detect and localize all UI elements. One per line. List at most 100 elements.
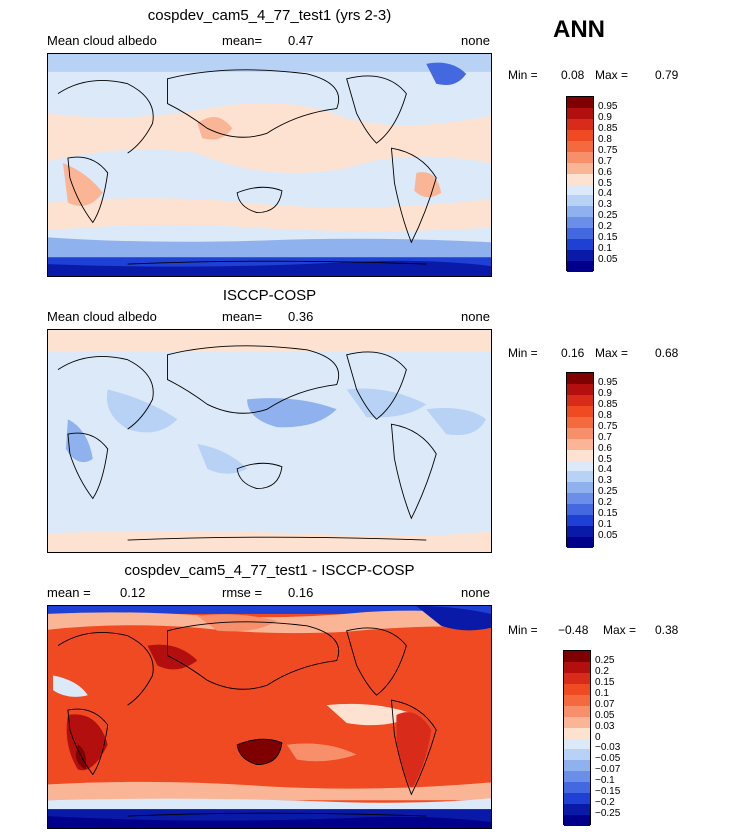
- colorbar-swatch: [564, 694, 590, 706]
- panel1-mean-value: 0.47: [288, 33, 314, 48]
- colorbar-swatch: [567, 537, 593, 548]
- colorbar-swatch: [567, 493, 593, 505]
- colorbar-tick-label: 0.4: [598, 464, 612, 476]
- colorbar-tick-label: 0.9: [598, 111, 612, 123]
- colorbar-swatch: [564, 738, 590, 750]
- colorbar-tick-label: 0.3: [598, 199, 612, 211]
- colorbar-tick-label: 0.2: [598, 497, 612, 509]
- panel2-mean-value: 0.36: [288, 309, 314, 324]
- panel3-rmse-label: rmse =: [222, 585, 263, 600]
- panel1-max-value: 0.79: [655, 68, 679, 82]
- colorbar-tick-label: 0.75: [598, 420, 618, 432]
- colorbar-swatch: [567, 129, 593, 141]
- colorbar-tick-label: 0.9: [598, 387, 612, 399]
- colorbar-tick-label: 0.15: [598, 508, 618, 520]
- panel2-map: [47, 329, 492, 553]
- colorbar-swatch: [567, 373, 593, 384]
- panel3-title: cospdev_cam5_4_77_test1 - ISCCP-COSP: [124, 562, 415, 579]
- colorbar-swatch: [567, 526, 593, 538]
- panel3-rmse-value: 0.16: [288, 585, 314, 600]
- season-label: ANN: [553, 16, 605, 43]
- colorbar-tick-label: −0.05: [595, 753, 621, 765]
- panel1-mean-label: mean=: [222, 33, 263, 48]
- colorbar-tick-label: 0.25: [595, 654, 615, 666]
- colorbar-tick-label: 0.25: [598, 486, 618, 498]
- panel2-mean-label: mean=: [222, 309, 263, 324]
- colorbar-tick-label: 0.07: [595, 698, 615, 710]
- colorbar-swatch: [564, 804, 590, 816]
- colorbar-swatch: [567, 162, 593, 174]
- colorbar-swatch: [567, 173, 593, 185]
- panel1-colorbar: [566, 96, 594, 272]
- colorbar-tick-label: 0.15: [595, 676, 615, 688]
- colorbar-tick-label: 0.1: [595, 687, 609, 699]
- colorbar-tick-label: 0.05: [595, 709, 615, 721]
- colorbar-swatch: [567, 97, 593, 108]
- colorbar-swatch: [567, 250, 593, 262]
- colorbar-swatch: [567, 239, 593, 251]
- colorbar-swatch: [567, 427, 593, 439]
- colorbar-swatch: [567, 394, 593, 406]
- colorbar-swatch: [564, 749, 590, 761]
- colorbar-tick-label: 0.5: [598, 453, 612, 465]
- panel2-colorbar: [566, 372, 594, 548]
- panel3-min-label: Min =: [508, 623, 538, 637]
- panel1-min-label: Min =: [508, 68, 538, 82]
- colorbar-swatch: [567, 515, 593, 527]
- colorbar-tick-label: 0.5: [598, 177, 612, 189]
- panel2-min-label: Min =: [508, 346, 538, 360]
- colorbar-tick-label: 0.75: [598, 144, 618, 156]
- colorbar-tick-label: 0.05: [598, 530, 618, 542]
- colorbar-swatch: [567, 217, 593, 229]
- colorbar-swatch: [567, 107, 593, 119]
- panel3-mean-label: mean =: [47, 585, 91, 600]
- colorbar-tick-label: 0.8: [598, 133, 612, 145]
- colorbar-tick-label: −0.07: [595, 764, 621, 776]
- colorbar-tick-label: 0.6: [598, 442, 612, 454]
- panel3-map: [47, 605, 492, 829]
- colorbar-swatch: [567, 460, 593, 472]
- panel1-units: none: [461, 33, 490, 48]
- colorbar-tick-label: 0.6: [598, 166, 612, 178]
- colorbar-tick-label: 0.3: [598, 475, 612, 487]
- colorbar-swatch: [564, 683, 590, 695]
- colorbar-swatch: [567, 482, 593, 494]
- panel1-title: cospdev_cam5_4_77_test1 (yrs 2-3): [147, 7, 392, 24]
- panel3-max-label: Max =: [603, 623, 637, 637]
- colorbar-swatch: [567, 228, 593, 240]
- colorbar-swatch: [564, 651, 590, 662]
- panel1-variable-label: Mean cloud albedo: [47, 33, 157, 48]
- colorbar-swatch: [564, 760, 590, 772]
- panel2-max-label: Max =: [595, 346, 629, 360]
- colorbar-swatch: [567, 151, 593, 163]
- panel1-max-label: Max =: [595, 68, 629, 82]
- colorbar-swatch: [567, 449, 593, 461]
- colorbar-tick-label: −0.15: [595, 786, 621, 798]
- colorbar-tick-label: 0: [595, 731, 601, 743]
- colorbar-tick-label: 0.05: [598, 254, 618, 266]
- colorbar-swatch: [564, 672, 590, 684]
- colorbar-tick-label: 0.85: [598, 398, 618, 410]
- panel3-units: none: [461, 585, 490, 600]
- colorbar-tick-label: −0.2: [595, 797, 615, 809]
- panel3-mean-value: 0.12: [120, 585, 146, 600]
- colorbar-swatch: [564, 705, 590, 717]
- panel1-map: [47, 53, 492, 277]
- panel2-variable-label: Mean cloud albedo: [47, 309, 157, 324]
- colorbar-swatch: [564, 771, 590, 783]
- panel2-units: none: [461, 309, 490, 324]
- panel2-title: ISCCP-COSP: [222, 287, 317, 304]
- colorbar-tick-label: −0.25: [595, 808, 621, 820]
- colorbar-swatch: [567, 206, 593, 218]
- colorbar-tick-label: 0.95: [598, 376, 618, 388]
- colorbar-tick-label: 0.03: [595, 720, 615, 732]
- colorbar-swatch: [564, 782, 590, 794]
- colorbar-tick-label: −0.1: [595, 775, 615, 787]
- colorbar-swatch: [567, 118, 593, 130]
- colorbar-tick-label: 0.15: [598, 232, 618, 244]
- panel3-max-value: 0.38: [655, 623, 679, 637]
- colorbar-tick-label: 0.1: [598, 243, 612, 255]
- colorbar-tick-label: 0.7: [598, 155, 612, 167]
- colorbar-swatch: [567, 405, 593, 417]
- colorbar-swatch: [564, 793, 590, 805]
